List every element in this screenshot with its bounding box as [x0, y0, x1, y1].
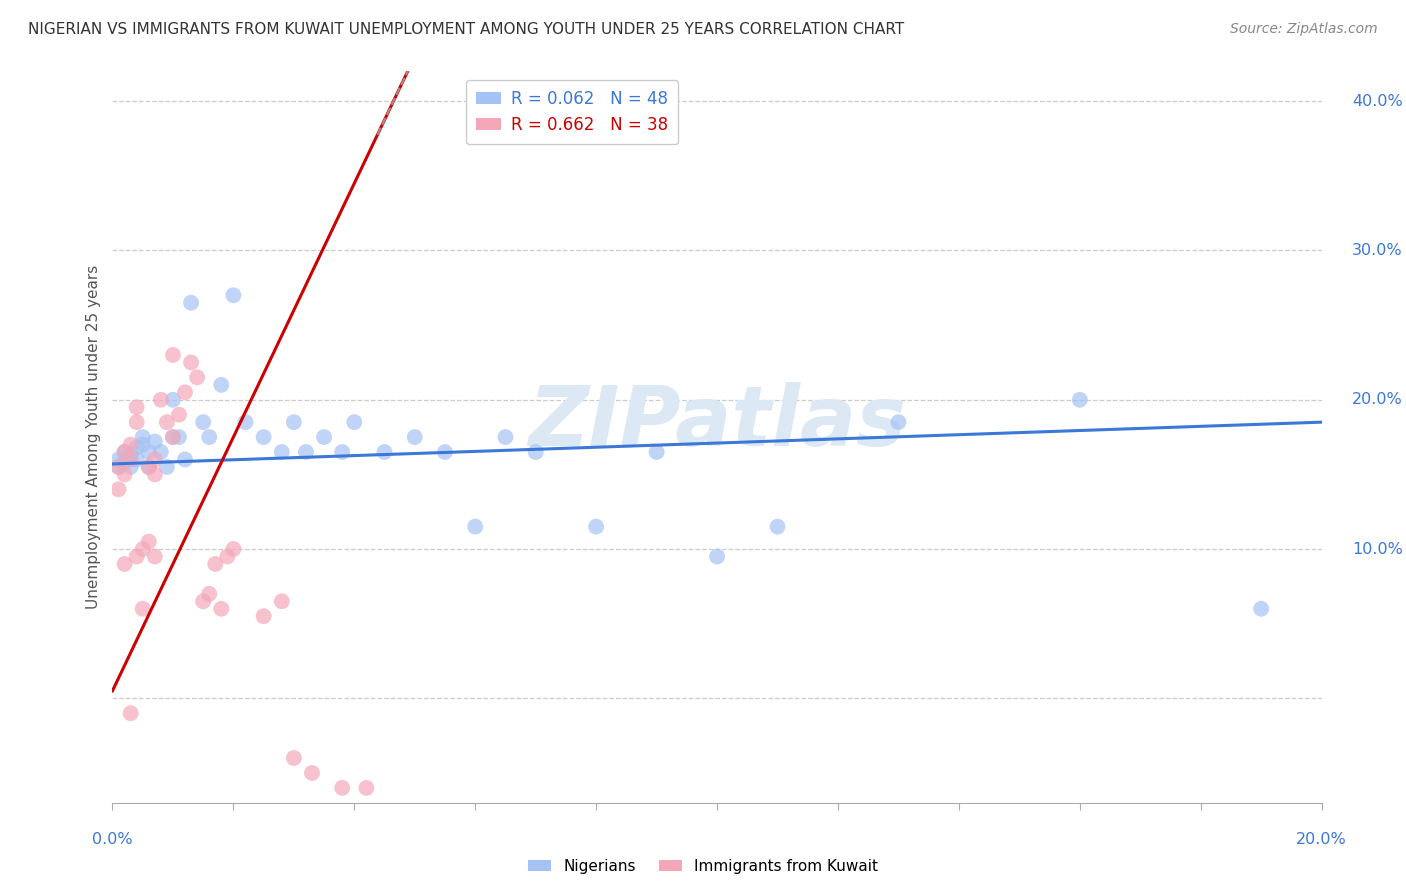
Point	[283, 751, 305, 765]
Point	[330, 445, 353, 459]
Text: 40.0%: 40.0%	[1353, 94, 1403, 109]
Point	[343, 415, 366, 429]
Point	[180, 295, 202, 310]
Point	[120, 448, 142, 462]
Point	[125, 549, 148, 564]
Point	[209, 601, 232, 615]
Point	[180, 355, 202, 369]
Point	[138, 534, 160, 549]
Point	[107, 459, 129, 474]
Point	[235, 415, 257, 429]
Point	[162, 392, 184, 407]
Point	[330, 780, 353, 795]
Point	[125, 441, 148, 455]
Point	[204, 557, 226, 571]
Legend: Nigerians, Immigrants from Kuwait: Nigerians, Immigrants from Kuwait	[522, 853, 884, 880]
Point	[138, 445, 160, 459]
Point	[217, 549, 239, 564]
Point	[143, 549, 166, 564]
Point	[585, 519, 607, 533]
Point	[356, 780, 378, 795]
Point	[191, 415, 214, 429]
Y-axis label: Unemployment Among Youth under 25 years: Unemployment Among Youth under 25 years	[86, 265, 101, 609]
Point	[125, 415, 148, 429]
Point	[301, 766, 323, 780]
Point	[114, 467, 136, 482]
Point	[645, 445, 668, 459]
Point	[120, 459, 142, 474]
Point	[125, 452, 148, 467]
Point	[766, 519, 789, 533]
Point	[191, 594, 214, 608]
Point	[209, 377, 232, 392]
Point	[464, 519, 486, 533]
Point	[132, 542, 155, 557]
Point	[495, 430, 517, 444]
Point	[114, 455, 136, 469]
Point	[156, 459, 179, 474]
Point	[162, 348, 184, 362]
Point	[149, 445, 172, 459]
Legend: R = 0.062   N = 48, R = 0.662   N = 38: R = 0.062 N = 48, R = 0.662 N = 38	[465, 79, 678, 144]
Point	[1250, 601, 1272, 615]
Point	[198, 430, 221, 444]
Text: Source: ZipAtlas.com: Source: ZipAtlas.com	[1230, 22, 1378, 37]
Text: 30.0%: 30.0%	[1353, 243, 1403, 258]
Point	[270, 445, 292, 459]
Point	[107, 459, 129, 474]
Point	[120, 437, 142, 451]
Point	[404, 430, 426, 444]
Point	[156, 415, 179, 429]
Point	[114, 445, 136, 459]
Point	[174, 385, 197, 400]
Point	[132, 437, 155, 451]
Point	[143, 452, 166, 467]
Point	[222, 288, 245, 302]
Text: 10.0%: 10.0%	[1353, 541, 1403, 557]
Point	[149, 392, 172, 407]
Point	[162, 430, 184, 444]
Text: 20.0%: 20.0%	[1296, 832, 1347, 847]
Point	[132, 430, 155, 444]
Point	[114, 445, 136, 459]
Point	[222, 542, 245, 557]
Point	[270, 594, 292, 608]
Point	[143, 467, 166, 482]
Point	[887, 415, 910, 429]
Point	[295, 445, 318, 459]
Point	[253, 430, 276, 444]
Point	[198, 587, 221, 601]
Point	[186, 370, 208, 384]
Point	[132, 601, 155, 615]
Text: 20.0%: 20.0%	[1353, 392, 1403, 408]
Point	[374, 445, 396, 459]
Point	[253, 609, 276, 624]
Point	[120, 706, 142, 721]
Point	[120, 452, 142, 467]
Text: ZIPatlas: ZIPatlas	[529, 382, 905, 463]
Point	[167, 408, 190, 422]
Point	[138, 459, 160, 474]
Point	[125, 401, 148, 415]
Point	[114, 557, 136, 571]
Point	[107, 483, 129, 497]
Point	[706, 549, 728, 564]
Text: 0.0%: 0.0%	[93, 832, 132, 847]
Point	[433, 445, 456, 459]
Point	[174, 452, 197, 467]
Point	[524, 445, 547, 459]
Point	[107, 452, 129, 467]
Point	[314, 430, 336, 444]
Point	[143, 434, 166, 449]
Point	[138, 459, 160, 474]
Point	[283, 415, 305, 429]
Point	[1069, 392, 1091, 407]
Point	[167, 430, 190, 444]
Point	[162, 430, 184, 444]
Text: NIGERIAN VS IMMIGRANTS FROM KUWAIT UNEMPLOYMENT AMONG YOUTH UNDER 25 YEARS CORRE: NIGERIAN VS IMMIGRANTS FROM KUWAIT UNEMP…	[28, 22, 904, 37]
